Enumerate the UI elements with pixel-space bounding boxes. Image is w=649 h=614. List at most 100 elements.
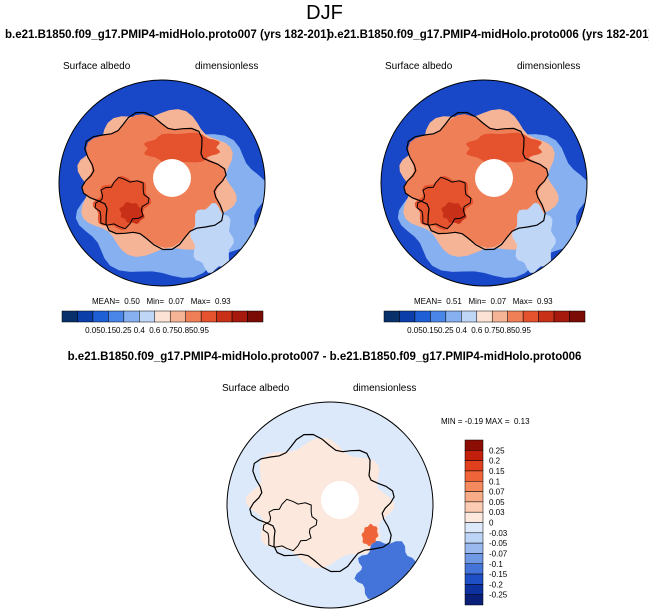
min-value: 0.07 <box>490 297 507 306</box>
colorbar-swatch-1-3 <box>430 310 447 323</box>
panel-units-label: dimensionless <box>517 61 581 72</box>
panel-title-proto006: b.e21.B1850.f09_g17.PMIP4-midHolo.proto0… <box>327 29 649 41</box>
colorbar-tick-0-5: 0.75 <box>162 326 178 335</box>
colorbar-swatch-0-3 <box>108 310 125 323</box>
colorbar-tick-0-3: 0.4 <box>134 326 146 335</box>
coastline-lake <box>416 176 472 230</box>
colorbar-tick-0-1: 0.15 <box>101 326 117 335</box>
diff-colorbar-swatch-2 <box>464 460 484 472</box>
map-border <box>226 401 434 609</box>
diff-positive-band <box>245 437 395 569</box>
map-field-2 <box>227 402 433 608</box>
colorbar-swatch-0-9 <box>200 310 217 323</box>
diff-colorbar-swatch-13 <box>464 573 484 585</box>
colorbar-swatch-0-11 <box>231 310 248 323</box>
colorbar-swatch-0-10 <box>216 310 233 323</box>
min-value: -0.19 <box>464 417 484 426</box>
panel-title-proto007: b.e21.B1850.f09_g17.PMIP4-midHolo.proto0… <box>5 29 331 41</box>
colorbar-swatch-1-1 <box>399 310 416 323</box>
colorbar-swatch-0-12 <box>247 310 264 323</box>
diff-colorbar-tick-14: -0.25 <box>489 591 508 600</box>
diff-colorbar-tick-5: 0.05 <box>489 498 505 507</box>
min-value: 0.07 <box>168 297 185 306</box>
coastline <box>249 433 395 573</box>
colorbar-swatch-0-1 <box>77 310 94 323</box>
colorbar-swatch-0-2 <box>92 310 109 323</box>
coastline <box>403 111 549 251</box>
diff-colorbar-tick-4: 0.07 <box>489 488 505 497</box>
diff-colorbar-swatch-4 <box>464 481 484 492</box>
colorbar-tick-0-2: 0.25 <box>116 326 132 335</box>
colorbar-swatch-1-10 <box>538 310 555 323</box>
colorbar-swatch-0-4 <box>123 310 140 323</box>
ocean-light-patch <box>512 203 556 273</box>
stats-line-proto006: MEAN= 0.51 Min= 0.07 Max= 0.93 <box>414 297 553 306</box>
diff-stats-line: MIN = -0.19 MAX = 0.13 <box>441 417 530 426</box>
diff-units-label: dimensionless <box>353 383 417 394</box>
diff-colorbar-tick-2: 0.15 <box>489 467 505 476</box>
colorbar-swatch-1-5 <box>461 310 478 323</box>
diff-colorbar-swatch-11 <box>464 553 484 564</box>
mean-value: 0.51 <box>446 297 462 306</box>
diff-colorbar-tick-3: 0.1 <box>489 477 501 486</box>
diff-colorbar-tick-6: 0.03 <box>489 508 505 517</box>
mean-value: 0.50 <box>124 297 140 306</box>
coastline <box>81 111 227 251</box>
mean-label: MEAN= <box>414 297 442 306</box>
min-label: Min= <box>146 297 165 306</box>
diff-colorbar-swatch-6 <box>464 501 484 513</box>
diff-colorbar-tick-12: -0.15 <box>489 570 508 579</box>
colorbar-tick-1-7: 0.95 <box>515 326 531 335</box>
diff-panel-title: b.e21.B1850.f09_g17.PMIP4-midHolo.proto0… <box>67 351 582 363</box>
diff-colorbar-swatch-1 <box>464 450 484 461</box>
colorbar-tick-0-7: 0.95 <box>193 326 209 335</box>
map-border <box>58 79 266 287</box>
mean-label: MEAN= <box>92 297 120 306</box>
diff-colorbar-swatch-12 <box>464 563 484 575</box>
diff-colorbar-swatch-3 <box>464 470 484 482</box>
colorbar-tick-1-4: 0.6 <box>471 326 483 335</box>
colorbar-tick-1-1: 0.15 <box>423 326 439 335</box>
colorbar-tick-1-5: 0.75 <box>484 326 500 335</box>
colorbar-swatch-0-7 <box>169 310 186 323</box>
polar-hole <box>321 481 359 519</box>
diff-colorbar-tick-8: -0.03 <box>489 529 508 538</box>
max-label: Max= <box>190 297 211 306</box>
colorbar-swatch-0-6 <box>154 310 171 323</box>
max-label: Max= <box>512 297 533 306</box>
coastline-lake <box>262 498 318 552</box>
panel-variable-label: Surface albedo <box>63 61 131 72</box>
diff-colorbar-swatch-9 <box>464 532 484 544</box>
diff-colorbar-tick-9: -0.05 <box>489 539 508 548</box>
colorbar-swatch-1-9 <box>522 310 539 323</box>
colorbar-swatch-1-2 <box>414 310 431 323</box>
diff-colorbar-swatch-10 <box>464 542 484 554</box>
map-field-1 <box>381 80 587 286</box>
page-title: DJF <box>306 2 343 24</box>
stats-line-proto007: MEAN= 0.50 Min= 0.07 Max= 0.93 <box>92 297 231 306</box>
map-border <box>380 79 588 287</box>
snow-region-2 <box>465 132 543 164</box>
colorbar-swatch-1-8 <box>507 310 524 323</box>
max-value: 0.13 <box>513 417 530 426</box>
colorbar-swatch-1-12 <box>569 310 586 323</box>
coastline-lake <box>94 176 150 230</box>
colorbar-swatch-0-8 <box>185 310 202 323</box>
colorbar-tick-1-6: 0.85 <box>500 326 516 335</box>
diff-colorbar-swatch-0 <box>464 439 484 451</box>
max-value: 0.93 <box>215 297 231 306</box>
colorbar-tick-0-4: 0.6 <box>149 326 161 335</box>
panel-units-label: dimensionless <box>195 61 259 72</box>
ocean-light-patch <box>190 203 234 273</box>
diff-colorbar-tick-13: -0.2 <box>489 580 503 589</box>
diff-colorbar-tick-0: 0.25 <box>489 446 505 455</box>
max-label: MAX = <box>485 417 510 426</box>
snow-region-2 <box>143 132 221 164</box>
polar-hole <box>153 159 191 197</box>
colorbar-swatch-0-5 <box>139 310 156 323</box>
diff-colorbar-swatch-8 <box>464 522 484 534</box>
colorbar-swatch-1-6 <box>476 310 493 323</box>
max-value: 0.93 <box>537 297 553 306</box>
polar-hole <box>475 159 513 197</box>
